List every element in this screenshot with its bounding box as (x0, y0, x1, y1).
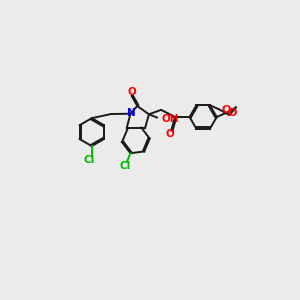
Text: N: N (127, 108, 136, 118)
Text: Cl: Cl (119, 161, 131, 171)
Text: O: O (228, 108, 237, 118)
Text: OH: OH (161, 114, 179, 124)
Text: Cl: Cl (83, 155, 94, 165)
Text: O: O (166, 129, 175, 139)
Text: O: O (127, 87, 136, 98)
Text: O: O (221, 105, 231, 115)
